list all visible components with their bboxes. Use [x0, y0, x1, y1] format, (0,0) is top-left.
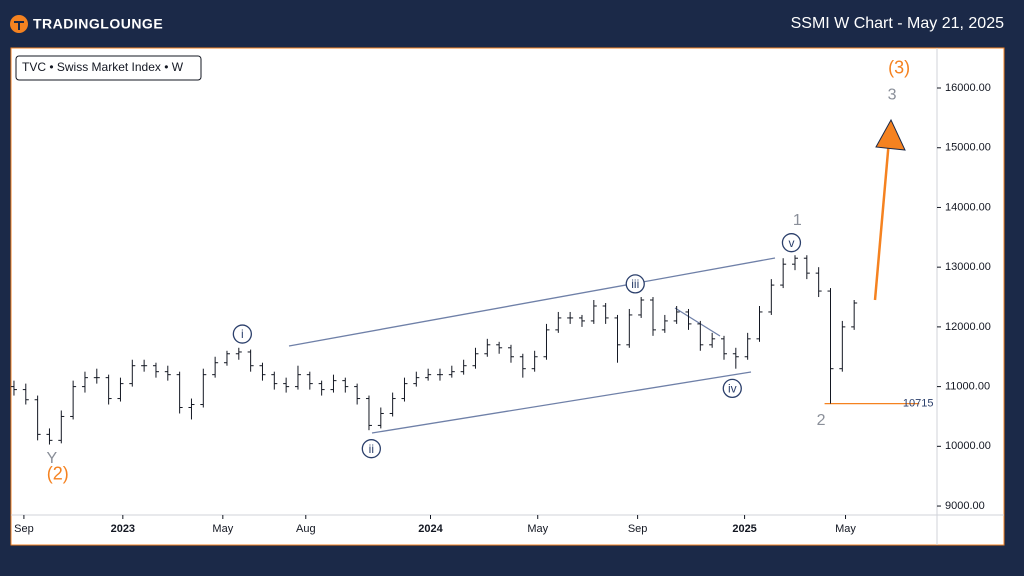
wave-label: 2	[817, 412, 826, 429]
brand: TradingLounge	[33, 16, 163, 32]
x-tick-label: May	[212, 523, 233, 535]
wave-circle	[722, 378, 742, 399]
wave-circle	[781, 233, 802, 253]
wave-label: 1	[793, 212, 802, 229]
x-tick-label: 2023	[111, 523, 135, 535]
wave-label: (2)	[47, 464, 69, 484]
wave-label: iii	[631, 277, 639, 291]
x-tick-label: 2025	[732, 523, 756, 535]
wave-label: iv	[728, 382, 737, 396]
x-tick-label: Aug	[296, 523, 316, 535]
y-tick-label: 16000.00	[945, 82, 991, 94]
y-tick-label: 15000.00	[945, 142, 991, 154]
x-tick-label: 2024	[418, 523, 443, 535]
plot-frame	[10, 47, 1005, 546]
wave-label: v	[788, 236, 794, 250]
wave-label: Y	[46, 450, 57, 467]
y-tick-label: 10000.00	[945, 440, 991, 452]
y-tick-label: 13000.00	[945, 261, 991, 273]
wave-label: 3	[888, 86, 897, 103]
trend-lines	[288, 257, 776, 434]
channel-lower	[371, 371, 752, 434]
y-tick-label: 9000.00	[945, 500, 985, 512]
x-tick-label: Sep	[628, 523, 648, 535]
x-tick-label: Sep	[14, 523, 34, 535]
channel-upper	[288, 257, 776, 347]
x-tick-label: May	[527, 523, 548, 535]
y-tick-label: 12000.00	[945, 321, 991, 333]
projection-arrow-head	[875, 118, 906, 151]
wave-circle	[232, 324, 253, 344]
wave-label: (3)	[888, 58, 910, 78]
projection-arrow	[873, 139, 891, 301]
chart-title: SSMI W Chart - May 21, 2025	[791, 15, 1005, 32]
legend-box	[15, 55, 202, 81]
x-tick-label: May	[835, 523, 856, 535]
wave-circle	[361, 439, 381, 459]
level-label: 10715	[903, 398, 934, 410]
legend: TVC • Swiss Market Index • W	[22, 60, 184, 74]
wave-label: ii	[369, 442, 374, 456]
y-tick-label: 11000.00	[945, 381, 990, 393]
wave-label: i	[241, 327, 244, 341]
wave-circle	[625, 274, 645, 294]
logo-icon-stem	[18, 21, 20, 30]
wave-iv-line	[674, 307, 721, 337]
y-tick-label: 14000.00	[945, 201, 991, 213]
